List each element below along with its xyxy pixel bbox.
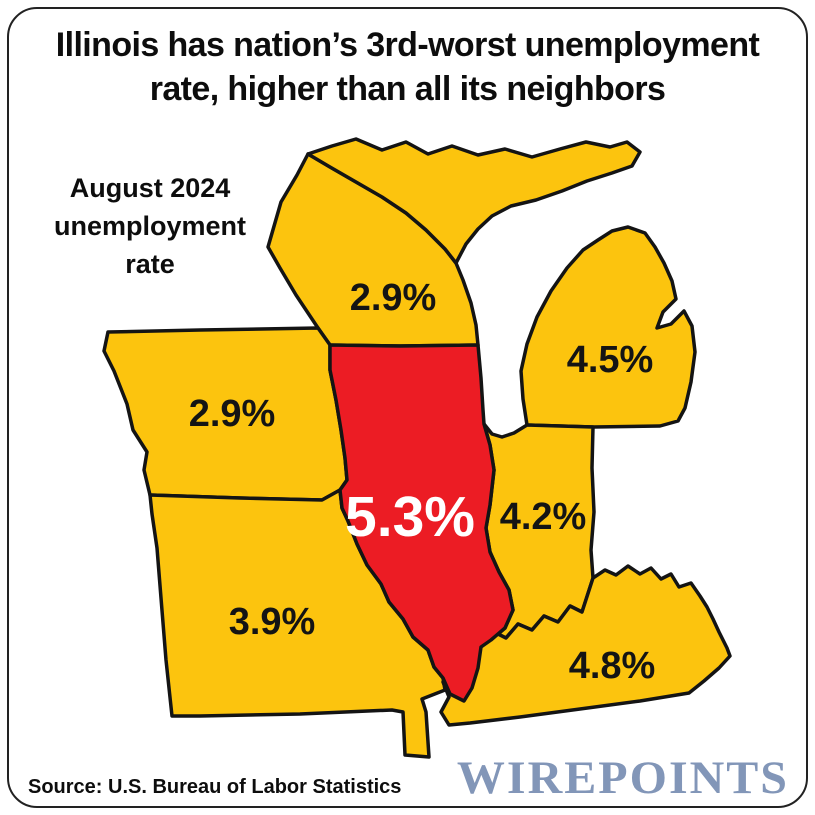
state-michigan — [306, 137, 697, 429]
subtitle-note: August 2024 unemployment rate — [30, 170, 270, 283]
state-label-kentucky: 4.8% — [569, 645, 656, 687]
note-line-3: rate — [125, 248, 175, 279]
page-title: Illinois has nation’s 3rd-worst unemploy… — [0, 24, 815, 111]
state-label-missouri: 3.9% — [229, 601, 316, 643]
state-illinois — [328, 343, 515, 703]
note-line-1: August 2024 — [69, 173, 231, 203]
state-label-wisconsin: 2.9% — [350, 277, 437, 319]
source-text: Source: U.S. Bureau of Labor Statistics — [28, 776, 402, 798]
state-label-michigan: 4.5% — [567, 339, 654, 381]
note-line-2: unemployment — [53, 210, 247, 241]
state-label-indiana: 4.2% — [500, 496, 587, 538]
title-line-1: Illinois has nation’s 3rd-worst unemploy… — [55, 26, 760, 64]
state-label-illinois: 5.3% — [345, 485, 475, 549]
title-line-2: rate, higher than all its neighbors — [149, 69, 666, 108]
wirepoints-logo: WIREPOINTS — [456, 752, 789, 805]
state-kentucky — [439, 564, 732, 727]
state-label-iowa: 2.9% — [189, 393, 276, 435]
